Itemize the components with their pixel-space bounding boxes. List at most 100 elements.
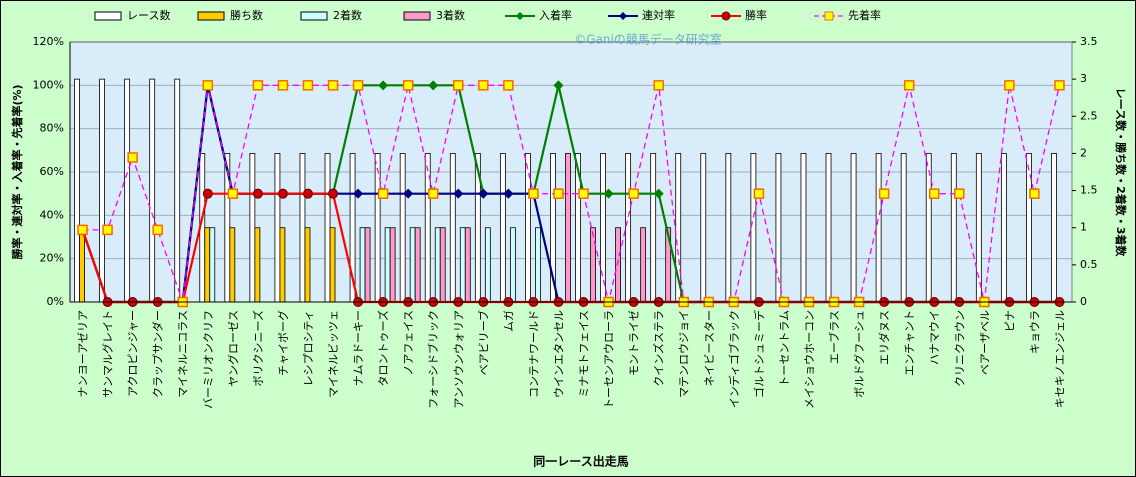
legend-label: 入着率 [539, 8, 572, 22]
y2-axis-title: レース数・勝ち数・2着数・3着数 [1114, 88, 1128, 258]
y2-tick-label: 2.5 [1080, 109, 1098, 122]
line-marker [152, 224, 163, 236]
bar [409, 227, 416, 303]
bar [950, 153, 957, 303]
x-tick-label: ボルドグフーシュ [852, 310, 866, 398]
x-tick-label: タロントゥーズ [376, 310, 390, 386]
x-tick-label: エリダヌス [877, 310, 891, 365]
bar [565, 153, 571, 303]
bar [384, 227, 391, 303]
bar [174, 78, 181, 303]
x-tick-label: ナムラドーキー [352, 310, 365, 386]
y-tick-label: 120% [33, 35, 64, 48]
line-marker [528, 188, 539, 199]
line-marker [653, 80, 664, 91]
x-tick-label: モントライゼ [628, 310, 641, 376]
x-tick-label: ネイビースター [703, 310, 716, 386]
line-marker [277, 188, 288, 199]
line-marker [227, 188, 239, 199]
bar [364, 227, 371, 303]
bar [750, 153, 757, 303]
x-tick-label: ゴルトシュミーデ [752, 310, 766, 398]
line-marker [102, 224, 113, 236]
bar [149, 78, 156, 303]
legend-label: 2着数 [333, 8, 362, 22]
line-marker [628, 188, 639, 199]
x-tick-label: ムガ [502, 310, 515, 332]
legend-label: 勝ち数 [230, 8, 263, 22]
legend-marker [516, 12, 524, 20]
bar [464, 227, 471, 303]
x-axis-title: 同一レース出走馬 [533, 454, 628, 469]
y-tick-label: 0% [47, 295, 64, 308]
y2-tick-label: 2 [1080, 146, 1087, 159]
legend-marker [721, 11, 731, 21]
bar [484, 227, 491, 303]
bar [324, 153, 331, 303]
bar [499, 153, 506, 303]
y-tick-label: 40% [40, 208, 64, 221]
line-marker [954, 188, 965, 199]
x-tick-label: マテンロウジョイ [678, 310, 691, 398]
line-marker [553, 188, 564, 199]
legend-label: レース数 [127, 9, 170, 22]
x-tick-label: クラップサンダー [151, 310, 165, 398]
legend-label: 連対率 [642, 8, 675, 22]
legend-swatch [94, 11, 122, 21]
bar [204, 227, 211, 303]
bar [249, 153, 256, 303]
line-marker [1004, 80, 1015, 91]
line-marker [328, 188, 339, 199]
line-marker [427, 188, 439, 199]
legend-swatch [403, 11, 431, 21]
line-marker [753, 188, 765, 199]
line-marker [1029, 188, 1040, 199]
bar [279, 227, 286, 303]
legend-swatch [197, 11, 225, 21]
line-marker [403, 188, 414, 199]
x-tick-label: ミナモトフェイス [578, 310, 591, 398]
bar [975, 153, 982, 303]
x-tick-label: ピナ [1003, 310, 1016, 332]
bar [274, 153, 281, 303]
line-marker [377, 188, 389, 199]
bar [124, 78, 131, 303]
line-marker [478, 80, 489, 91]
bar [359, 227, 366, 303]
line-marker [928, 188, 940, 199]
bar [449, 153, 456, 303]
line-marker [603, 188, 614, 199]
line-marker [202, 188, 213, 199]
line-marker [302, 80, 314, 91]
line-marker [202, 80, 214, 91]
x-tick-label: レシプロシティ [302, 310, 315, 386]
legend-swatch [300, 11, 328, 21]
x-tick-label: アンソウンウォリア [452, 310, 465, 409]
bar [74, 78, 80, 303]
line-marker [353, 188, 364, 199]
x-tick-label: チャイボーグ [276, 310, 290, 376]
line-marker [378, 80, 389, 91]
bar [399, 153, 406, 303]
line-marker [1054, 80, 1065, 91]
line-marker [903, 80, 915, 91]
y2-tick-label: 1.5 [1080, 184, 1098, 197]
bar [850, 153, 857, 303]
watermark: ©Ganiの競馬データ研究室 [574, 32, 722, 47]
bar [209, 227, 216, 303]
x-tick-label: クリニクラウン [953, 310, 966, 387]
bar [299, 153, 306, 303]
line-marker [653, 188, 664, 199]
x-tick-label: メイショウホーコン [803, 310, 816, 409]
line-marker [327, 80, 339, 91]
x-tick-label: フォーシドブリック [426, 310, 440, 409]
x-tick-label: コンテナワールド [527, 310, 540, 398]
bar [625, 153, 632, 303]
line-marker [302, 188, 313, 199]
x-tick-label: トーセンアウローラ [603, 310, 616, 409]
line-marker [453, 80, 464, 91]
line-marker [127, 152, 138, 163]
x-tick-label: ベアーザベル [978, 310, 991, 375]
x-tick-label: マイネルビッツェ [327, 310, 340, 398]
